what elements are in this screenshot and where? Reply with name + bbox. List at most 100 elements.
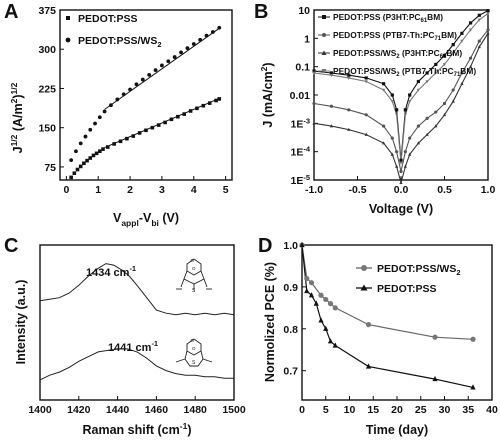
svg-text:S: S [192, 288, 196, 294]
x-tick-label: 5 [223, 184, 229, 196]
data-point [442, 53, 447, 57]
x-tick-label: 2 [127, 184, 133, 196]
data-point [416, 88, 420, 92]
x-tick-label: -1.0 [305, 184, 323, 196]
data-point [451, 51, 455, 56]
data-point [432, 334, 438, 340]
y-tick-label: 75 [44, 162, 56, 174]
y-tick-label: 150 [38, 123, 56, 135]
data-point [390, 136, 394, 140]
panel-a-legend-label-1: PEDOT:PSS [78, 13, 138, 25]
data-point [365, 363, 372, 369]
panel-d-x-axis-label: Time (day) [366, 423, 428, 437]
panel-d-y-axis-label: Normolized PCE (%) [263, 262, 277, 382]
data-point [176, 114, 180, 119]
legend-marker-circle [65, 37, 71, 43]
y-tick-label: 375 [38, 5, 56, 17]
data-point [69, 175, 73, 180]
panel-c-y-axis-label: Intensity (a.u.) [14, 280, 28, 365]
x-tick-label: 1420 [67, 404, 91, 416]
x-tick-label: 1500 [222, 404, 246, 416]
peak-annotation-1434: 1434 cm-1 [86, 264, 136, 279]
svg-text:O: O [191, 338, 195, 343]
panel-d-legend-label-1: PEDOT:PSS/WS2 [377, 263, 461, 277]
panel-d-markers [299, 241, 476, 390]
data-point [313, 300, 319, 306]
data-point [323, 296, 329, 303]
panel-c-label: C [4, 235, 18, 257]
data-point [451, 43, 455, 47]
data-point [395, 113, 399, 117]
legend-marker-square [322, 15, 326, 19]
data-point [469, 28, 473, 32]
spectrum-line [39, 348, 234, 381]
y-tick-label: 1.0 [283, 240, 298, 252]
panel-b-markers [312, 9, 490, 185]
y-tick-label: 10 [298, 5, 310, 17]
data-point [408, 136, 412, 140]
data-point [460, 31, 464, 35]
data-point [442, 63, 447, 67]
x-tick-label: 20 [391, 404, 403, 416]
data-point [347, 76, 351, 80]
x-tick-label: 15 [367, 404, 379, 416]
x-tick-label: 1400 [28, 404, 52, 416]
data-point [172, 55, 177, 59]
data-point [204, 33, 209, 38]
panel-a-y-axis-label: J1/2 (A/m2)1/2 [9, 82, 25, 153]
data-point [327, 338, 334, 344]
data-point [304, 287, 310, 294]
panel-a-legend-label-2: PEDOT:PSS/WS2 [78, 35, 162, 49]
panel-b-y-ticks: 10 1 0.1 0.01 1E-3 1E-4 1E-5 [290, 5, 318, 187]
data-point [347, 108, 351, 112]
data-point [399, 161, 403, 165]
data-point [150, 125, 155, 130]
data-point [188, 109, 193, 113]
data-point [470, 336, 476, 342]
panel-b-label: B [254, 1, 268, 23]
data-point [408, 152, 412, 156]
panel-b-legend-label-2: PEDOT:PSS (PTB7-Th:PC71BM) [333, 30, 457, 42]
legend-marker-circle [322, 33, 326, 37]
data-point [128, 87, 132, 92]
data-point [166, 59, 171, 64]
svg-text:O: O [191, 258, 195, 263]
data-point [382, 124, 386, 128]
data-point [425, 80, 429, 84]
data-point [434, 71, 438, 75]
molecule-structure-top: O O S [176, 258, 212, 294]
data-point [88, 127, 93, 132]
panel-b: B 10 1 0.1 0.01 1E-3 1E-4 1E-5 -1.0 -0.5 0.0 0.5 1… [254, 1, 495, 216]
data-point [434, 62, 438, 67]
data-point [364, 132, 368, 136]
data-point [72, 171, 77, 175]
data-point [399, 169, 403, 174]
x-tick-label: 0 [63, 184, 69, 196]
data-point [434, 124, 438, 128]
y-tick-label: 0.9 [283, 282, 298, 294]
panel-c-frame [39, 244, 235, 401]
data-point [78, 164, 83, 169]
panel-a: A 75 150 225 300 375 0 1 2 3 4 5 PEDOT:PSS PEDOT:… [4, 1, 233, 228]
data-point [399, 158, 403, 162]
data-point [382, 141, 386, 145]
data-point [416, 124, 420, 128]
y-tick-label: 1E-5 [290, 173, 310, 187]
data-point [332, 305, 338, 311]
data-point [115, 97, 120, 102]
data-point [299, 241, 305, 248]
panel-a-y-ticks: 75 150 225 300 375 [38, 5, 64, 174]
data-point [93, 121, 97, 126]
x-tick-label: 4 [191, 184, 197, 196]
data-point [144, 128, 148, 133]
panel-b-legend-label-3: PEDOT:PSS/WS2 (P3HT:PC61BM) [333, 48, 462, 60]
data-point [214, 98, 218, 103]
panel-d-y-ticks: 0.7 0.8 0.9 1.0 [283, 240, 306, 378]
x-tick-label: 1460 [145, 404, 169, 416]
data-point [329, 104, 333, 108]
data-point [140, 77, 145, 82]
data-point [442, 112, 447, 117]
data-point [395, 164, 399, 168]
data-point [329, 73, 333, 78]
